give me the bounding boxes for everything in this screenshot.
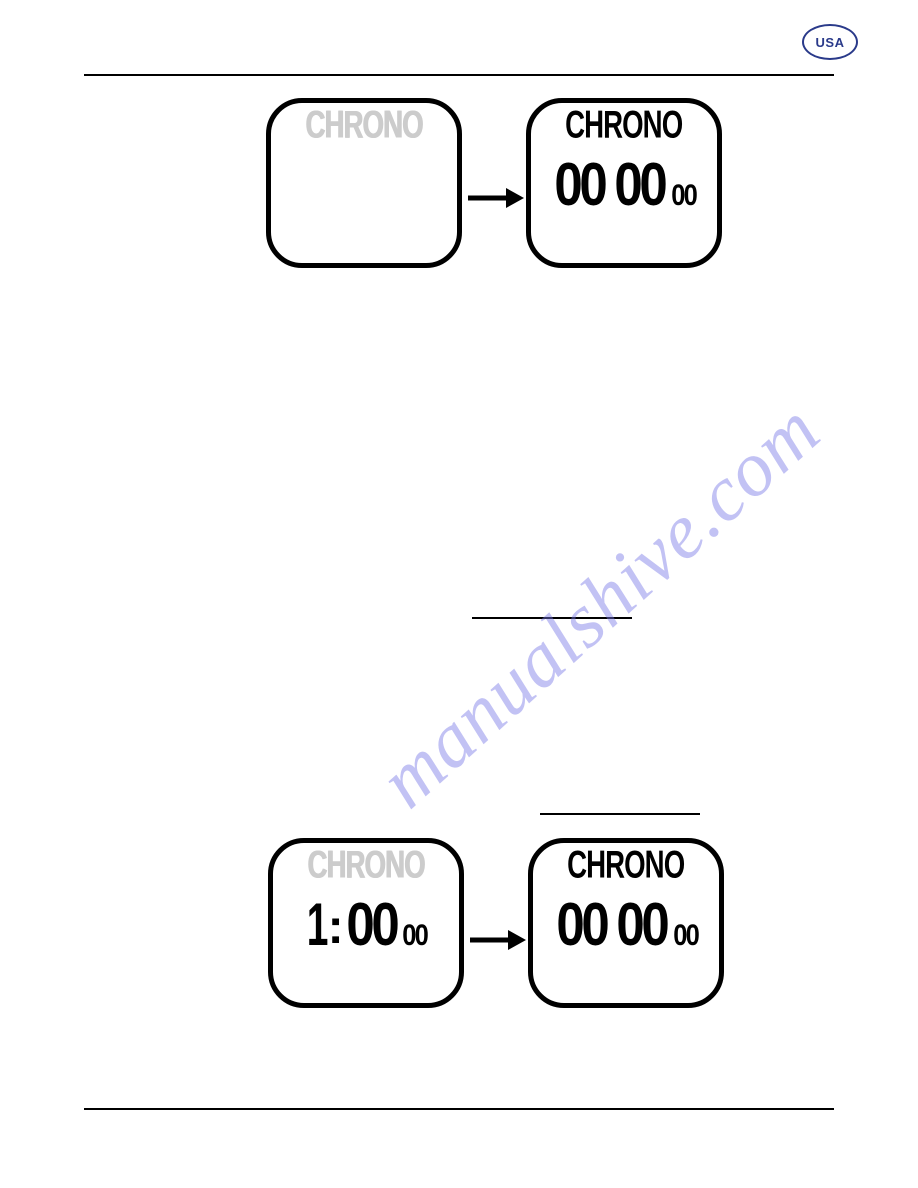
rule-bottom — [84, 1108, 834, 1110]
manual-page: USA CHRONO CHRONO 00 00 00 manualshive.c… — [0, 0, 918, 1188]
digit-small: 00 — [403, 921, 428, 951]
digit-small: 00 — [673, 921, 698, 951]
display-fig2-right: CHRONO 00 00 00 — [528, 838, 724, 1008]
rule-short-1 — [472, 617, 632, 619]
digits: 00 00 00 — [552, 895, 701, 955]
display-fig1-left: CHRONO — [266, 98, 462, 268]
arrow-fig1 — [468, 186, 524, 210]
digit-big1: 00 — [556, 895, 606, 955]
watermark: manualshive.com — [362, 385, 837, 826]
digit-big2: 00 — [615, 155, 665, 215]
chrono-label: CHRONO — [567, 844, 684, 888]
rule-top — [84, 74, 834, 76]
usa-badge: USA — [802, 24, 858, 60]
digit-small: 00 — [671, 181, 696, 211]
digits: 1 : 00 00 — [302, 895, 429, 955]
digits: 00 00 00 — [550, 155, 699, 215]
display-fig1-right: CHRONO 00 00 00 — [526, 98, 722, 268]
digit-big2: 00 — [617, 895, 667, 955]
digit-big1: 00 — [554, 155, 604, 215]
digit-colon: : — [328, 906, 344, 949]
digit-big1: 1 — [307, 895, 325, 955]
chrono-label: CHRONO — [305, 104, 422, 148]
arrow-fig2 — [470, 928, 526, 952]
chrono-label: CHRONO — [307, 844, 424, 888]
display-fig2-left: CHRONO 1 : 00 00 — [268, 838, 464, 1008]
digit-big2: 00 — [346, 895, 396, 955]
rule-short-2 — [540, 813, 700, 815]
chrono-label: CHRONO — [565, 104, 682, 148]
